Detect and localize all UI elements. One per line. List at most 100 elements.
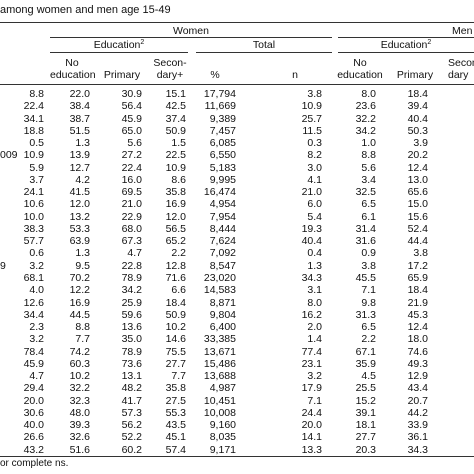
men-cell: 65.6 (407, 186, 428, 199)
women-cell: 50.9 (165, 308, 186, 321)
women-cell: 67.3 (121, 235, 142, 248)
men-cell: 20.7 (407, 394, 428, 407)
women-cell: 75.5 (165, 345, 186, 358)
women-cell: 50.9 (165, 124, 186, 137)
women-cell: 30.9 (121, 88, 142, 100)
men-cell: 45.3 (407, 308, 428, 321)
total-header: Total (252, 39, 276, 51)
men-cell: 35.9 (355, 357, 376, 370)
men-cell: 25.7 (301, 112, 322, 125)
women-cell: 45.9 (23, 357, 44, 370)
women-cell: 53.3 (69, 222, 90, 235)
table-row: 4.7 10.2 13.1 7.7 13,688 3.2 4.5 12.9 (0, 370, 474, 382)
women-cell: 70.2 (69, 271, 90, 284)
women-cell: 43.2 (23, 443, 44, 456)
col-secondary-women: Secon- dary+ (153, 57, 187, 81)
men-cell: 65.9 (407, 271, 428, 284)
women-cell: 38.4 (69, 100, 90, 113)
women-cell: 68.0 (121, 222, 142, 235)
women-cell: 2.2 (171, 247, 186, 260)
table-row: 0.6 1.3 4.7 2.2 7,092 0.4 0.9 3.8 (0, 247, 474, 259)
women-cell: 35.8 (165, 382, 186, 395)
women-cell: 8,035 (209, 431, 236, 444)
men-cell: 31.4 (355, 222, 376, 235)
women-cell: 43.5 (165, 419, 186, 432)
men-cell: 34.3 (301, 271, 322, 284)
women-cell: 35.0 (121, 333, 142, 346)
women-cell: 11,669 (204, 100, 236, 113)
men-cell: 10.9 (301, 100, 322, 113)
men-cell: 17.2 (407, 259, 428, 272)
top-rule (0, 22, 474, 23)
men-cell: 7.1 (307, 394, 322, 407)
women-cell: 51.6 (69, 443, 90, 456)
table-body: 8.8 22.0 30.9 15.1 17,794 3.8 8.0 18.4 22.4 38.4 5… (0, 88, 474, 456)
men-cell: 36.1 (407, 431, 428, 444)
table-row: 0.5 1.3 5.6 1.5 6,085 0.3 1.0 3.9 (0, 137, 474, 149)
women-cell: 9,171 (209, 443, 236, 456)
women-cell: 9,160 (209, 419, 236, 432)
men-cell: 2.2 (361, 333, 376, 346)
col-percent: % (210, 69, 220, 81)
men-cell: 39.1 (355, 406, 376, 419)
men-cell: 3.4 (361, 173, 376, 186)
table-row: 009 10.9 13.9 27.2 22.5 6,550 8.2 8.8 20.2 (0, 149, 474, 161)
men-cell: 6.5 (361, 321, 376, 334)
women-cell: 7.7 (75, 333, 90, 346)
women-cell: 60.2 (121, 443, 142, 456)
women-cell: 4.0 (29, 284, 44, 297)
women-cell: 16.9 (69, 296, 90, 309)
women-cell: 45.1 (165, 431, 186, 444)
education-rule-men (338, 52, 474, 53)
women-cell: 57.4 (165, 443, 186, 456)
men-cell: 31.3 (355, 308, 376, 321)
women-cell: 7,092 (209, 247, 236, 260)
col-n: n (292, 69, 298, 81)
men-cell: 44.4 (407, 235, 428, 248)
women-cell: 35.8 (165, 186, 186, 199)
women-cell: 18.4 (165, 296, 186, 309)
women-cell: 45.9 (121, 112, 142, 125)
education-header-women: Education2 (93, 39, 145, 51)
women-cell: 16.0 (121, 173, 142, 186)
men-cell: 1.4 (307, 333, 322, 346)
men-cell: 3.0 (307, 161, 322, 174)
men-header: Men (452, 25, 473, 37)
table-row: 43.2 51.6 60.2 57.4 9,171 13.3 20.3 34.3 (0, 444, 474, 456)
men-cell: 18.1 (355, 419, 376, 432)
women-cell: 74.2 (69, 345, 90, 358)
women-cell: 78.9 (121, 345, 142, 358)
table-row: 9 3.2 9.5 22.8 12.8 8,547 1.3 3.8 17.2 (0, 260, 474, 272)
women-cell: 51.5 (69, 124, 90, 137)
women-cell: 24.1 (23, 186, 44, 199)
women-cell: 38.7 (69, 112, 90, 125)
women-cell: 22.8 (121, 259, 142, 272)
men-cell: 5.6 (361, 161, 376, 174)
women-cell: 44.5 (69, 308, 90, 321)
men-cell: 34.3 (407, 443, 428, 456)
women-cell: 10,451 (203, 394, 236, 407)
women-cell: 9.5 (75, 259, 90, 272)
women-cell: 48.2 (121, 382, 142, 395)
men-cell: 43.4 (407, 382, 428, 395)
table-row: 8.8 22.0 30.9 15.1 17,794 3.8 8.0 18.4 (0, 88, 474, 100)
women-cell: 8,547 (209, 259, 236, 272)
col-no-education-men: No education (337, 57, 383, 81)
table-row: 4.0 12.2 34.2 6.6 14,583 3.1 7.1 18.4 (0, 284, 474, 296)
women-cell: 10.0 (23, 210, 44, 223)
women-cell: 68.1 (23, 271, 44, 284)
women-cell: 0.6 (29, 247, 44, 260)
men-cell: 8.8 (361, 149, 376, 162)
table-row: 78.4 74.2 78.9 75.5 13,671 77.4 67.1 74.6 (0, 346, 474, 358)
women-cell: 5.9 (29, 161, 44, 174)
women-cell: 27.5 (165, 394, 186, 407)
men-cell: 32.5 (355, 186, 376, 199)
men-cell: 39.4 (407, 100, 428, 113)
table-row: 40.0 39.3 56.2 43.5 9,160 20.0 18.1 33.9 (0, 419, 474, 431)
men-cell: 8.2 (307, 149, 322, 162)
men-cell: 15.6 (407, 210, 428, 223)
table-row: 38.3 53.3 68.0 56.5 8,444 19.3 31.4 52.4 (0, 223, 474, 235)
col-primary-men: Primary (396, 69, 434, 81)
women-cell: 30.6 (23, 406, 44, 419)
women-cell: 56.5 (165, 222, 186, 235)
